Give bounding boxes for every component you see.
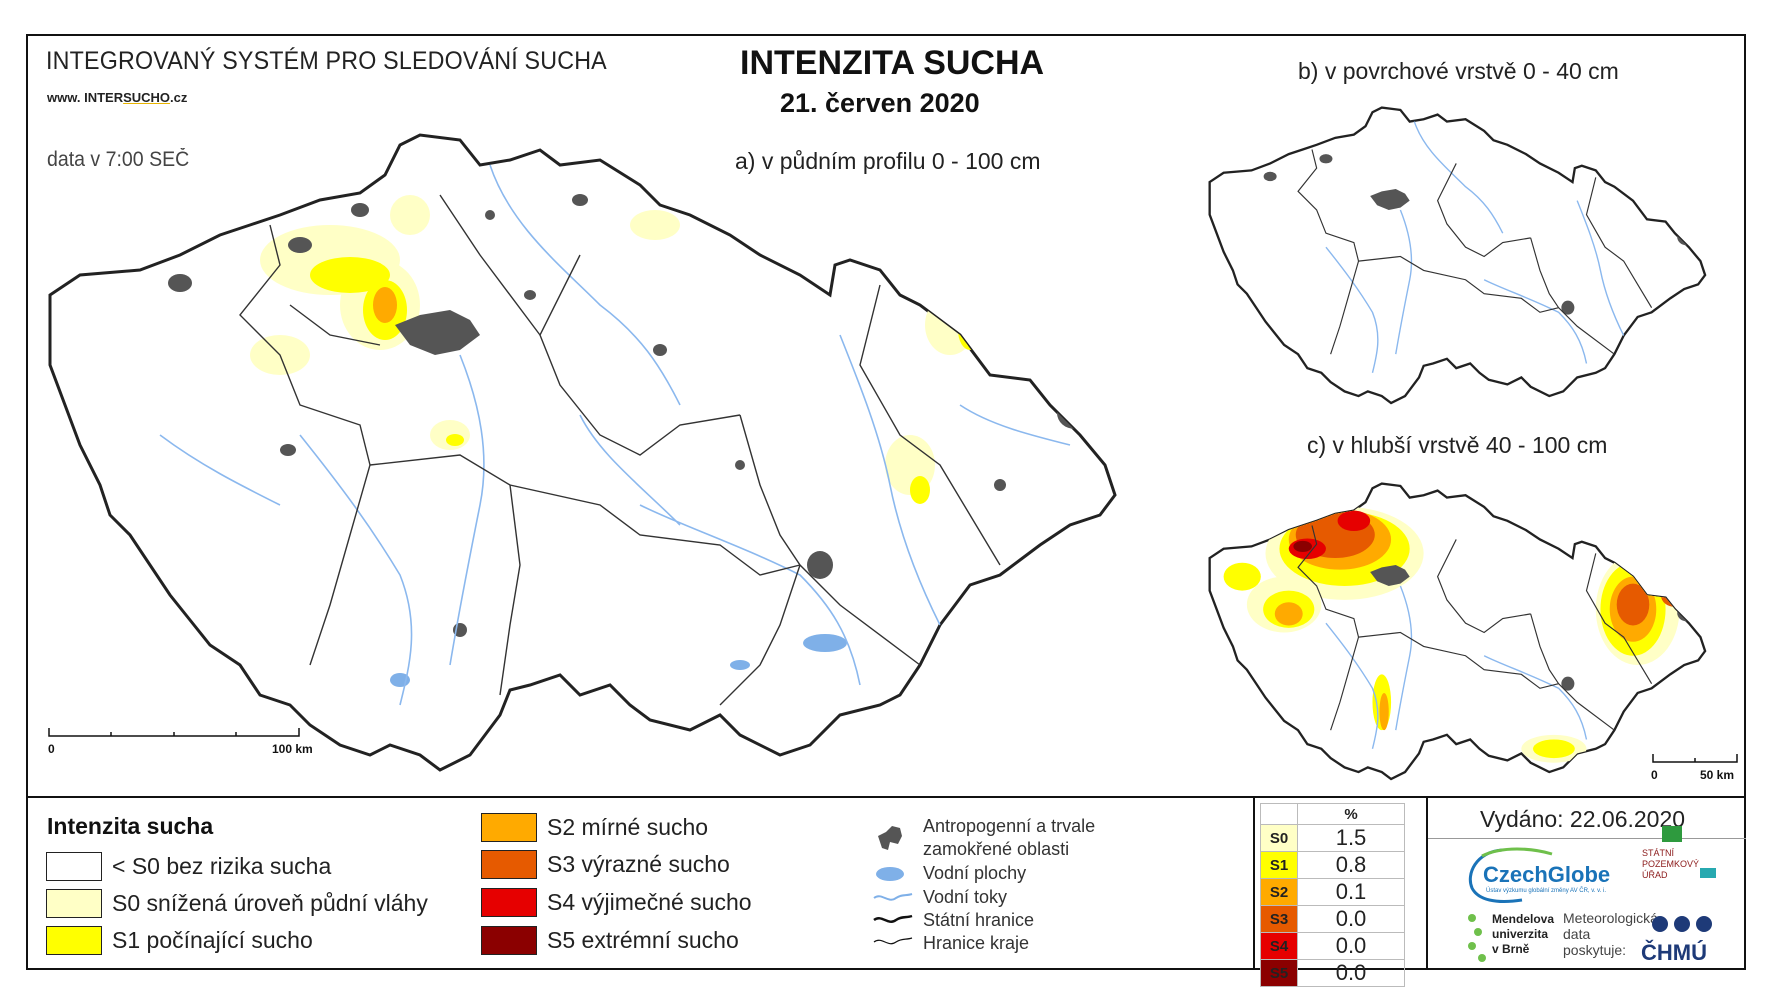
stats-row-s2: S2 0.1 bbox=[1260, 878, 1405, 906]
meteo-line3: poskytuje: bbox=[1563, 942, 1627, 958]
legend-label: S2 mírné sucho bbox=[547, 814, 709, 840]
stats-row-s0: S0 1.5 bbox=[1260, 824, 1405, 852]
water-body-icon bbox=[876, 867, 904, 881]
mendel-logo-dots bbox=[1468, 914, 1486, 962]
meteo-line1: Meteorologická bbox=[1563, 910, 1658, 926]
urban-area-icon bbox=[878, 826, 902, 850]
map-b-label: b) v povrchové vrstvě 0 - 40 cm bbox=[1298, 58, 1619, 84]
map-date: 21. červen 2020 bbox=[780, 88, 980, 118]
main-scale-end: 100 km bbox=[272, 742, 313, 756]
symbol-label-urban-1: Antropogenní a trvale bbox=[923, 816, 1096, 836]
stats-value: 0.0 bbox=[1297, 959, 1405, 987]
stats-row-s4: S4 0.0 bbox=[1260, 932, 1405, 960]
stats-divider-right bbox=[1426, 798, 1428, 970]
stats-value: 0.8 bbox=[1297, 851, 1405, 879]
legend-swatch bbox=[481, 926, 537, 955]
czechglobe-logo bbox=[1468, 847, 1553, 903]
legend-class-s2: S2 mírné sucho bbox=[481, 813, 708, 842]
state-border-icon bbox=[873, 914, 913, 923]
legend-swatch bbox=[481, 888, 537, 917]
legend-class-s0: S0 snížená úroveň půdní vláhy bbox=[46, 889, 428, 918]
data-time: data v 7:00 SEČ bbox=[47, 148, 190, 171]
symbol-label-water: Vodní plochy bbox=[923, 863, 1027, 883]
legend-label: S1 počínající sucho bbox=[112, 927, 313, 953]
issued-date: Vydáno: 22.06.2020 bbox=[1480, 806, 1686, 832]
map-c-label: c) v hlubší vrstvě 40 - 100 cm bbox=[1307, 432, 1608, 458]
small-scale-bar bbox=[1652, 754, 1738, 763]
mendel-line3: v Brně bbox=[1492, 942, 1530, 956]
system-name: INTEGROVANÝ SYSTÉM PRO SLEDOVÁNÍ SUCHA bbox=[46, 47, 607, 75]
surface-layer-map bbox=[1208, 106, 1707, 405]
page-title: INTENZITA SUCHA bbox=[740, 44, 1045, 82]
legend-swatch bbox=[481, 850, 537, 879]
stats-row-s3: S3 0.0 bbox=[1260, 905, 1405, 933]
legend-class-none: < S0 bez rizika sucha bbox=[46, 852, 331, 881]
spu-logo bbox=[1662, 826, 1716, 878]
meteo-text: Meteorologická data poskytuje: bbox=[1563, 910, 1658, 958]
stats-code: S5 bbox=[1260, 959, 1298, 987]
stats-code: S1 bbox=[1260, 851, 1298, 879]
small-scale-start: 0 bbox=[1651, 768, 1658, 782]
website-mid: SUCHO bbox=[123, 90, 171, 105]
drought-stats-table: % S0 1.5 S1 0.8 S2 0.1 S3 0.0 S4 0.0 S5 … bbox=[1260, 803, 1405, 987]
meteo-line2: data bbox=[1563, 926, 1591, 942]
stats-value: 0.1 bbox=[1297, 878, 1405, 906]
stats-header-row: % bbox=[1260, 803, 1405, 825]
symbol-label-state-border: Státní hranice bbox=[923, 910, 1035, 930]
legend-label: S4 výjimečné sucho bbox=[547, 889, 752, 915]
stats-code: S4 bbox=[1260, 932, 1298, 960]
deep-layer-map bbox=[1208, 482, 1707, 781]
legend-class-s1: S1 počínající sucho bbox=[46, 926, 313, 955]
symbol-label-region-border: Hranice kraje bbox=[923, 933, 1030, 953]
legend-label: S5 extrémní sucho bbox=[547, 927, 739, 953]
chmu-logo-icon bbox=[1652, 916, 1712, 932]
website-suffix: .cz bbox=[170, 90, 188, 105]
mendel-line2: univerzita bbox=[1492, 927, 1549, 941]
spu-text: STÁTNÍ POZEMKOVÝ ÚŘAD bbox=[1642, 848, 1699, 881]
issued-separator bbox=[1428, 838, 1746, 839]
stats-code: S0 bbox=[1260, 824, 1298, 852]
region-border-icon bbox=[873, 937, 913, 945]
stats-header: % bbox=[1297, 803, 1405, 825]
czechglobe-name: CzechGlobe bbox=[1483, 862, 1611, 887]
symbol-label-rivers: Vodní toky bbox=[923, 887, 1008, 907]
spu-line1: STÁTNÍ bbox=[1642, 848, 1675, 858]
main-drought-map bbox=[48, 133, 1117, 772]
spu-line3: ÚŘAD bbox=[1642, 870, 1668, 880]
legend-class-s3: S3 výrazné sucho bbox=[481, 850, 730, 879]
main-scale-start: 0 bbox=[48, 742, 55, 756]
legend-label: < S0 bez rizika sucha bbox=[112, 853, 332, 879]
symbols-legend-icons bbox=[873, 826, 913, 945]
legend-swatch bbox=[46, 889, 102, 918]
legend-swatch bbox=[46, 926, 102, 955]
legend-separator bbox=[26, 796, 1746, 798]
czechglobe-subtitle: Ústav výzkumu globální změny AV ČR, v. v… bbox=[1486, 888, 1607, 894]
legend-class-s5: S5 extrémní sucho bbox=[481, 926, 739, 955]
map-a-label: a) v půdním profilu 0 - 100 cm bbox=[735, 148, 1041, 174]
website-link[interactable]: www. INTERSUCHO.cz bbox=[47, 90, 187, 105]
stats-divider-left bbox=[1253, 798, 1255, 970]
stats-row-s1: S1 0.8 bbox=[1260, 851, 1405, 879]
mendel-line1: Mendelova bbox=[1492, 912, 1555, 926]
stats-code: S2 bbox=[1260, 878, 1298, 906]
symbol-label-urban-2: zamokřené oblasti bbox=[923, 839, 1070, 859]
website-prefix: www. INTER bbox=[47, 90, 124, 105]
legend-label: S0 snížená úroveň půdní vláhy bbox=[112, 890, 428, 916]
stats-value: 0.0 bbox=[1297, 905, 1405, 933]
stats-value: 1.5 bbox=[1297, 824, 1405, 852]
chmu-name: ČHMÚ bbox=[1641, 940, 1707, 965]
small-scale-end: 50 km bbox=[1700, 768, 1735, 782]
legend-label: S3 výrazné sucho bbox=[547, 851, 730, 877]
legend-swatch bbox=[481, 813, 537, 842]
spu-line2: POZEMKOVÝ bbox=[1642, 859, 1700, 869]
legend-swatch bbox=[46, 852, 102, 881]
legend-class-s4: S4 výjimečné sucho bbox=[481, 888, 752, 917]
mendel-text: Mendelova univerzita v Brně bbox=[1492, 912, 1554, 957]
legend-title: Intenzita sucha bbox=[47, 813, 214, 839]
stats-value: 0.0 bbox=[1297, 932, 1405, 960]
main-scale-bar bbox=[48, 728, 300, 737]
river-icon bbox=[873, 893, 913, 901]
stats-row-s5: S5 0.0 bbox=[1260, 959, 1405, 987]
stats-code: S3 bbox=[1260, 905, 1298, 933]
